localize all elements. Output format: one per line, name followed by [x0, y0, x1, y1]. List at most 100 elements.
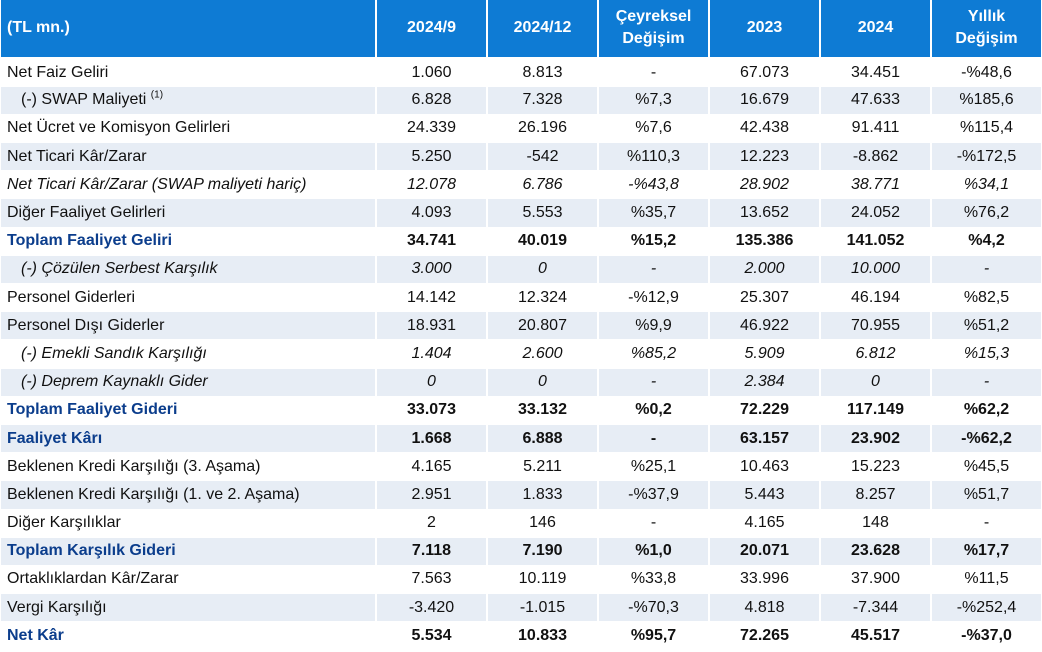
table-row: Toplam Faaliyet Geliri 34.741 40.019 %15,2 1… [1, 227, 1041, 256]
table-cell: 0 [376, 368, 488, 397]
table-cell: %45,5 [931, 452, 1041, 482]
table-body: Net Faiz Geliri 1.060 8.813-67.073 34.451 -%… [1, 58, 1041, 651]
table-cell: %7,6 [598, 114, 710, 144]
row-label-text: Personel Giderleri [7, 288, 136, 306]
table-cell: 4.093 [376, 198, 488, 228]
table-row: (-) Çözülen Serbest Karşılık 3.000 0-2.000… [1, 255, 1041, 285]
table-cell: %185,6 [931, 86, 1041, 115]
table-cell: %25,1 [598, 452, 710, 482]
table-row: Net Ücret ve Komisyon Gelirleri 24.339 26.… [1, 114, 1041, 144]
row-label: Diğer Karşılıklar [1, 509, 377, 538]
row-label-text: Net Kâr [7, 626, 64, 644]
table-cell: %51,2 [931, 311, 1041, 341]
row-label-text: Diğer Karşılıklar [7, 514, 121, 532]
table-cell: 25.307 [709, 283, 821, 313]
row-label: (-) Emekli Sandık Karşılığı [1, 339, 377, 369]
table-cell: -542 [487, 142, 599, 172]
row-label: Net Ticari Kâr/Zarar [1, 142, 377, 172]
table-cell: 23.628 [820, 537, 932, 566]
table-cell: 141.052 [820, 227, 932, 256]
table-cell: 24.052 [820, 198, 932, 228]
table-cell: %95,7 [598, 621, 710, 651]
table-cell: 148 [820, 509, 932, 538]
table-cell: 70.955 [820, 311, 932, 341]
row-label-text: Toplam Faaliyet Geliri [7, 232, 173, 250]
column-header: 2024/9 [376, 0, 488, 60]
table-cell: 4.818 [709, 593, 821, 623]
row-label-text: (-) Çözülen Serbest Karşılık [21, 260, 218, 278]
table-row: Net Ticari Kâr/Zarar 5.250 -542 %110,3 12.22… [1, 142, 1041, 172]
table-cell: %17,7 [931, 537, 1041, 566]
table-cell: - [598, 368, 710, 397]
table-cell: 7.563 [376, 565, 488, 595]
row-label: Personel Dışı Giderler [1, 311, 377, 341]
table-row: Net Kâr 5.534 10.833 %95,7 72.265 45.517 -%37,… [1, 621, 1041, 651]
table-cell: 5.909 [709, 339, 821, 369]
table-row: Vergi Karşılığı -3.420 -1.015 -%70,3 4.818 -7… [1, 593, 1041, 623]
column-header: Yıllık Değişim [931, 0, 1041, 60]
table-row: Net Ticari Kâr/Zarar (SWAP maliyeti hari… [1, 170, 1041, 200]
row-label: Diğer Faaliyet Gelirleri [1, 198, 377, 228]
table-cell: 1.060 [376, 58, 488, 87]
table-cell: 0 [820, 368, 932, 397]
row-label: Toplam Faaliyet Gideri [1, 396, 377, 425]
column-header: Çeyreksel Değişim [598, 0, 710, 60]
table-cell: 2.951 [376, 480, 488, 510]
table-cell: 37.900 [820, 565, 932, 595]
row-label: Vergi Karşılığı [1, 593, 377, 623]
table-cell: 5.443 [709, 480, 821, 510]
table-cell: 0 [487, 368, 599, 397]
table-row: Personel Dışı Giderler 18.931 20.807 %9,9 46… [1, 311, 1041, 341]
table-cell: - [931, 368, 1041, 397]
table-cell: 3.000 [376, 255, 488, 285]
table-cell: 4.165 [709, 509, 821, 538]
table-row: Net Faiz Geliri 1.060 8.813-67.073 34.451 -%… [1, 58, 1041, 87]
row-label: Net Ücret ve Komisyon Gelirleri [1, 114, 377, 144]
column-header: 2023 [709, 0, 821, 60]
table-cell: -%172,5 [931, 142, 1041, 172]
table-cell: 23.902 [820, 424, 932, 454]
table-cell: 46.922 [709, 311, 821, 341]
table-cell: 1.668 [376, 424, 488, 454]
table-cell: - [598, 58, 710, 87]
table-cell: %0,2 [598, 396, 710, 425]
table-cell: -%48,6 [931, 58, 1041, 87]
row-label: (-) Çözülen Serbest Karşılık [1, 255, 377, 285]
table-cell: -%252,4 [931, 593, 1041, 623]
table-header: (TL mn.) 2024/9 2024/12 Çeyreksel Değişim 20… [1, 0, 1041, 60]
table-cell: %7,3 [598, 86, 710, 115]
row-label-text: (-) SWAP Maliyeti [21, 91, 147, 109]
table-cell: - [598, 424, 710, 454]
table-cell: 5.534 [376, 621, 488, 651]
table-cell: 2 [376, 509, 488, 538]
table-row: Toplam Faaliyet Gideri 33.073 33.132 %0,2 72… [1, 396, 1041, 425]
table-cell: 12.324 [487, 283, 599, 313]
row-label: Personel Giderleri [1, 283, 377, 313]
row-label-text: Vergi Karşılığı [7, 598, 107, 616]
table-cell: -8.862 [820, 142, 932, 172]
row-label-text: Net Ticari Kâr/Zarar (SWAP maliyeti hari… [7, 175, 307, 193]
table-cell: 12.078 [376, 170, 488, 200]
table-cell: 6.786 [487, 170, 599, 200]
table-cell: 67.073 [709, 58, 821, 87]
table-cell: 45.517 [820, 621, 932, 651]
table-cell: %82,5 [931, 283, 1041, 313]
table-cell: 28.902 [709, 170, 821, 200]
table-cell: 117.149 [820, 396, 932, 425]
table-cell: 38.771 [820, 170, 932, 200]
row-label-text: Ortaklıklardan Kâr/Zarar [7, 570, 179, 588]
table-cell: -7.344 [820, 593, 932, 623]
table-cell: 7.118 [376, 537, 488, 566]
row-label: Net Kâr [1, 621, 377, 651]
row-label-text: Diğer Faaliyet Gelirleri [7, 204, 166, 222]
row-label: Beklenen Kredi Karşılığı (3. Aşama) [1, 452, 377, 482]
table-cell: 18.931 [376, 311, 488, 341]
row-label: (-) Deprem Kaynaklı Gider [1, 368, 377, 397]
table-cell: 20.071 [709, 537, 821, 566]
table-cell: %34,1 [931, 170, 1041, 200]
row-label: Ortaklıklardan Kâr/Zarar [1, 565, 377, 595]
table-cell: -%37,9 [598, 480, 710, 510]
table-cell: -1.015 [487, 593, 599, 623]
footnote-marker: (1) [150, 89, 164, 101]
row-label-text: Toplam Faaliyet Gideri [7, 401, 178, 419]
